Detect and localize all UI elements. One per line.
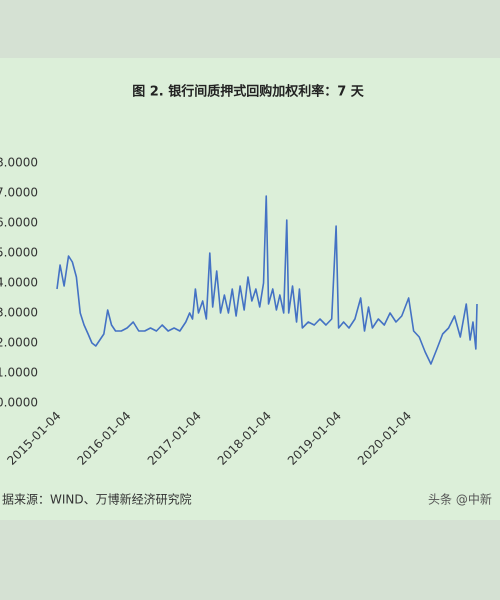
y-tick-label: 3.0000 (0, 306, 38, 320)
source-note: 据来源：WIND、万博新经济研究院 (2, 492, 192, 507)
y-tick-label: 8.0000 (0, 156, 38, 170)
y-tick-label: 0.0000 (0, 396, 38, 410)
y-tick-label: 4.0000 (0, 276, 38, 290)
y-tick-label: 6.0000 (0, 216, 38, 230)
watermark: 头条 @中新 (428, 492, 492, 507)
data-line (56, 195, 478, 365)
y-tick-label: 7.0000 (0, 186, 38, 200)
y-tick-label: 5.0000 (0, 246, 38, 260)
y-tick-label: 2.0000 (0, 336, 38, 350)
chart-title: 图 2. 银行间质押式回购加权利率：7 天 (132, 84, 365, 100)
y-tick-label: 1.0000 (0, 366, 38, 380)
